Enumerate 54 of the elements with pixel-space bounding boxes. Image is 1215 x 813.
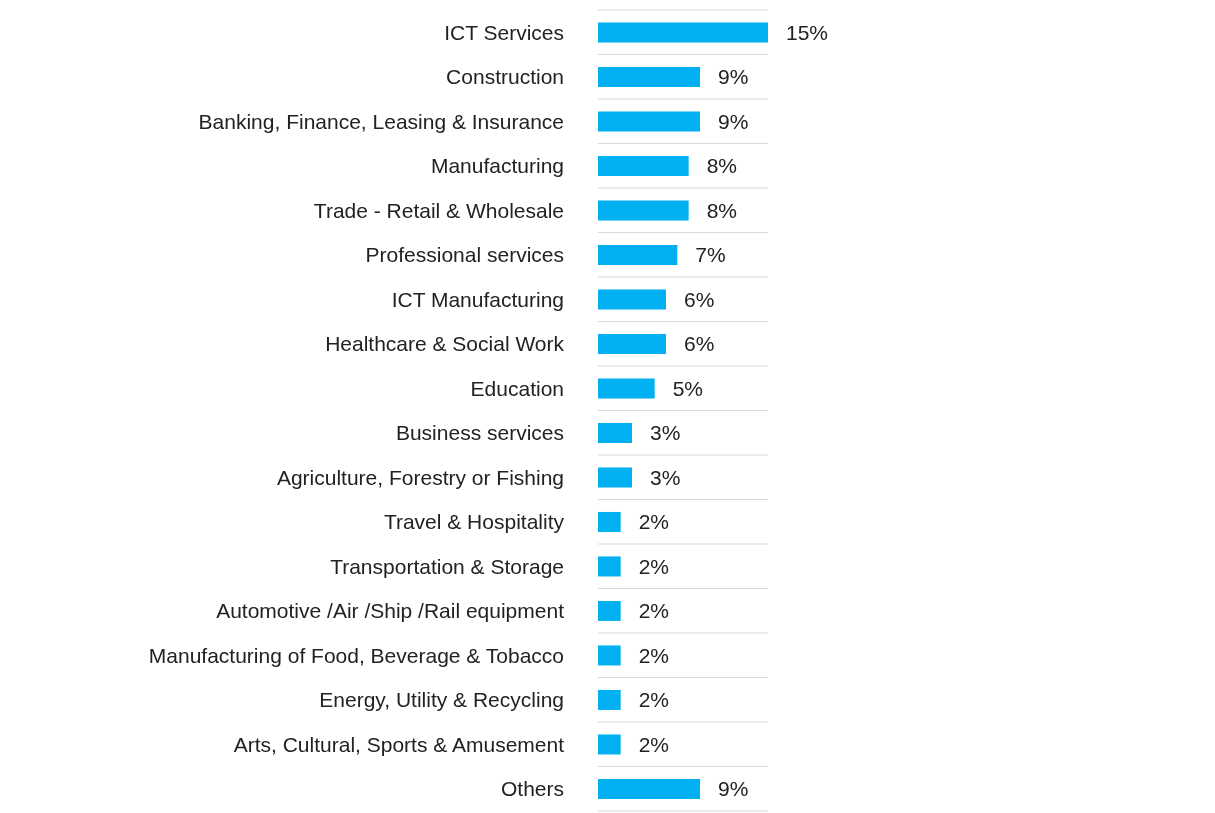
y-tick-label: Education — [470, 376, 564, 400]
bar — [598, 556, 621, 577]
y-tick-label: Banking, Finance, Leasing & Insurance — [198, 109, 564, 133]
data-label: 2% — [638, 643, 670, 667]
bar — [598, 734, 621, 755]
y-tick-label: Arts, Cultural, Sports & Amusement — [233, 732, 565, 756]
y-tick-label: Travel & Hospitality — [383, 510, 565, 534]
y-tick-label: Agriculture, Forestry or Fishing — [276, 465, 564, 489]
data-label: 9% — [718, 65, 749, 89]
y-tick-label: ICT Services — [444, 20, 564, 44]
y-tick-label: Trade - Retail & Wholesale — [313, 198, 564, 222]
data-label: 9% — [718, 109, 749, 133]
bar — [598, 378, 655, 399]
data-label: 2% — [638, 599, 670, 623]
bar — [598, 778, 700, 799]
data-label: 3% — [650, 421, 681, 445]
data-label: 8% — [706, 198, 738, 222]
y-tick-label: Manufacturing of Food, Beverage & Tobacco — [148, 643, 564, 667]
bar — [598, 111, 700, 132]
bar — [598, 155, 689, 176]
y-tick-label: Others — [500, 777, 564, 801]
data-label: 7% — [695, 243, 726, 267]
bar — [598, 600, 621, 621]
data-label: 8% — [706, 154, 738, 178]
bar — [598, 22, 768, 43]
y-tick-label: Automotive /Air /Ship /Rail equipment — [216, 599, 565, 623]
data-label: 6% — [684, 332, 715, 356]
y-tick-label: Business services — [395, 421, 564, 445]
y-tick-label: Professional services — [365, 243, 564, 267]
y-tick-label: Construction — [446, 65, 564, 89]
data-label: 9% — [718, 777, 749, 801]
data-label: 2% — [638, 688, 670, 712]
data-label: 2% — [638, 732, 670, 756]
bar — [598, 689, 621, 710]
data-label: 6% — [684, 287, 715, 311]
data-label: 2% — [638, 510, 670, 534]
bar — [598, 66, 700, 87]
bar — [598, 511, 621, 532]
y-tick-label: Manufacturing — [430, 154, 564, 178]
y-tick-label: ICT Manufacturing — [391, 287, 564, 311]
data-label: 5% — [672, 376, 704, 400]
data-label: 2% — [638, 554, 670, 578]
bar — [598, 333, 666, 354]
bar — [598, 200, 689, 221]
bar — [598, 244, 678, 265]
bar — [598, 289, 666, 310]
bar — [598, 467, 632, 488]
bar — [598, 422, 632, 443]
y-tick-label: Healthcare & Social Work — [325, 332, 565, 356]
data-label: 15% — [786, 20, 829, 44]
data-label: 3% — [650, 465, 681, 489]
y-tick-label: Transportation & Storage — [330, 554, 564, 578]
bar — [598, 645, 621, 666]
y-tick-label: Energy, Utility & Recycling — [319, 688, 564, 712]
